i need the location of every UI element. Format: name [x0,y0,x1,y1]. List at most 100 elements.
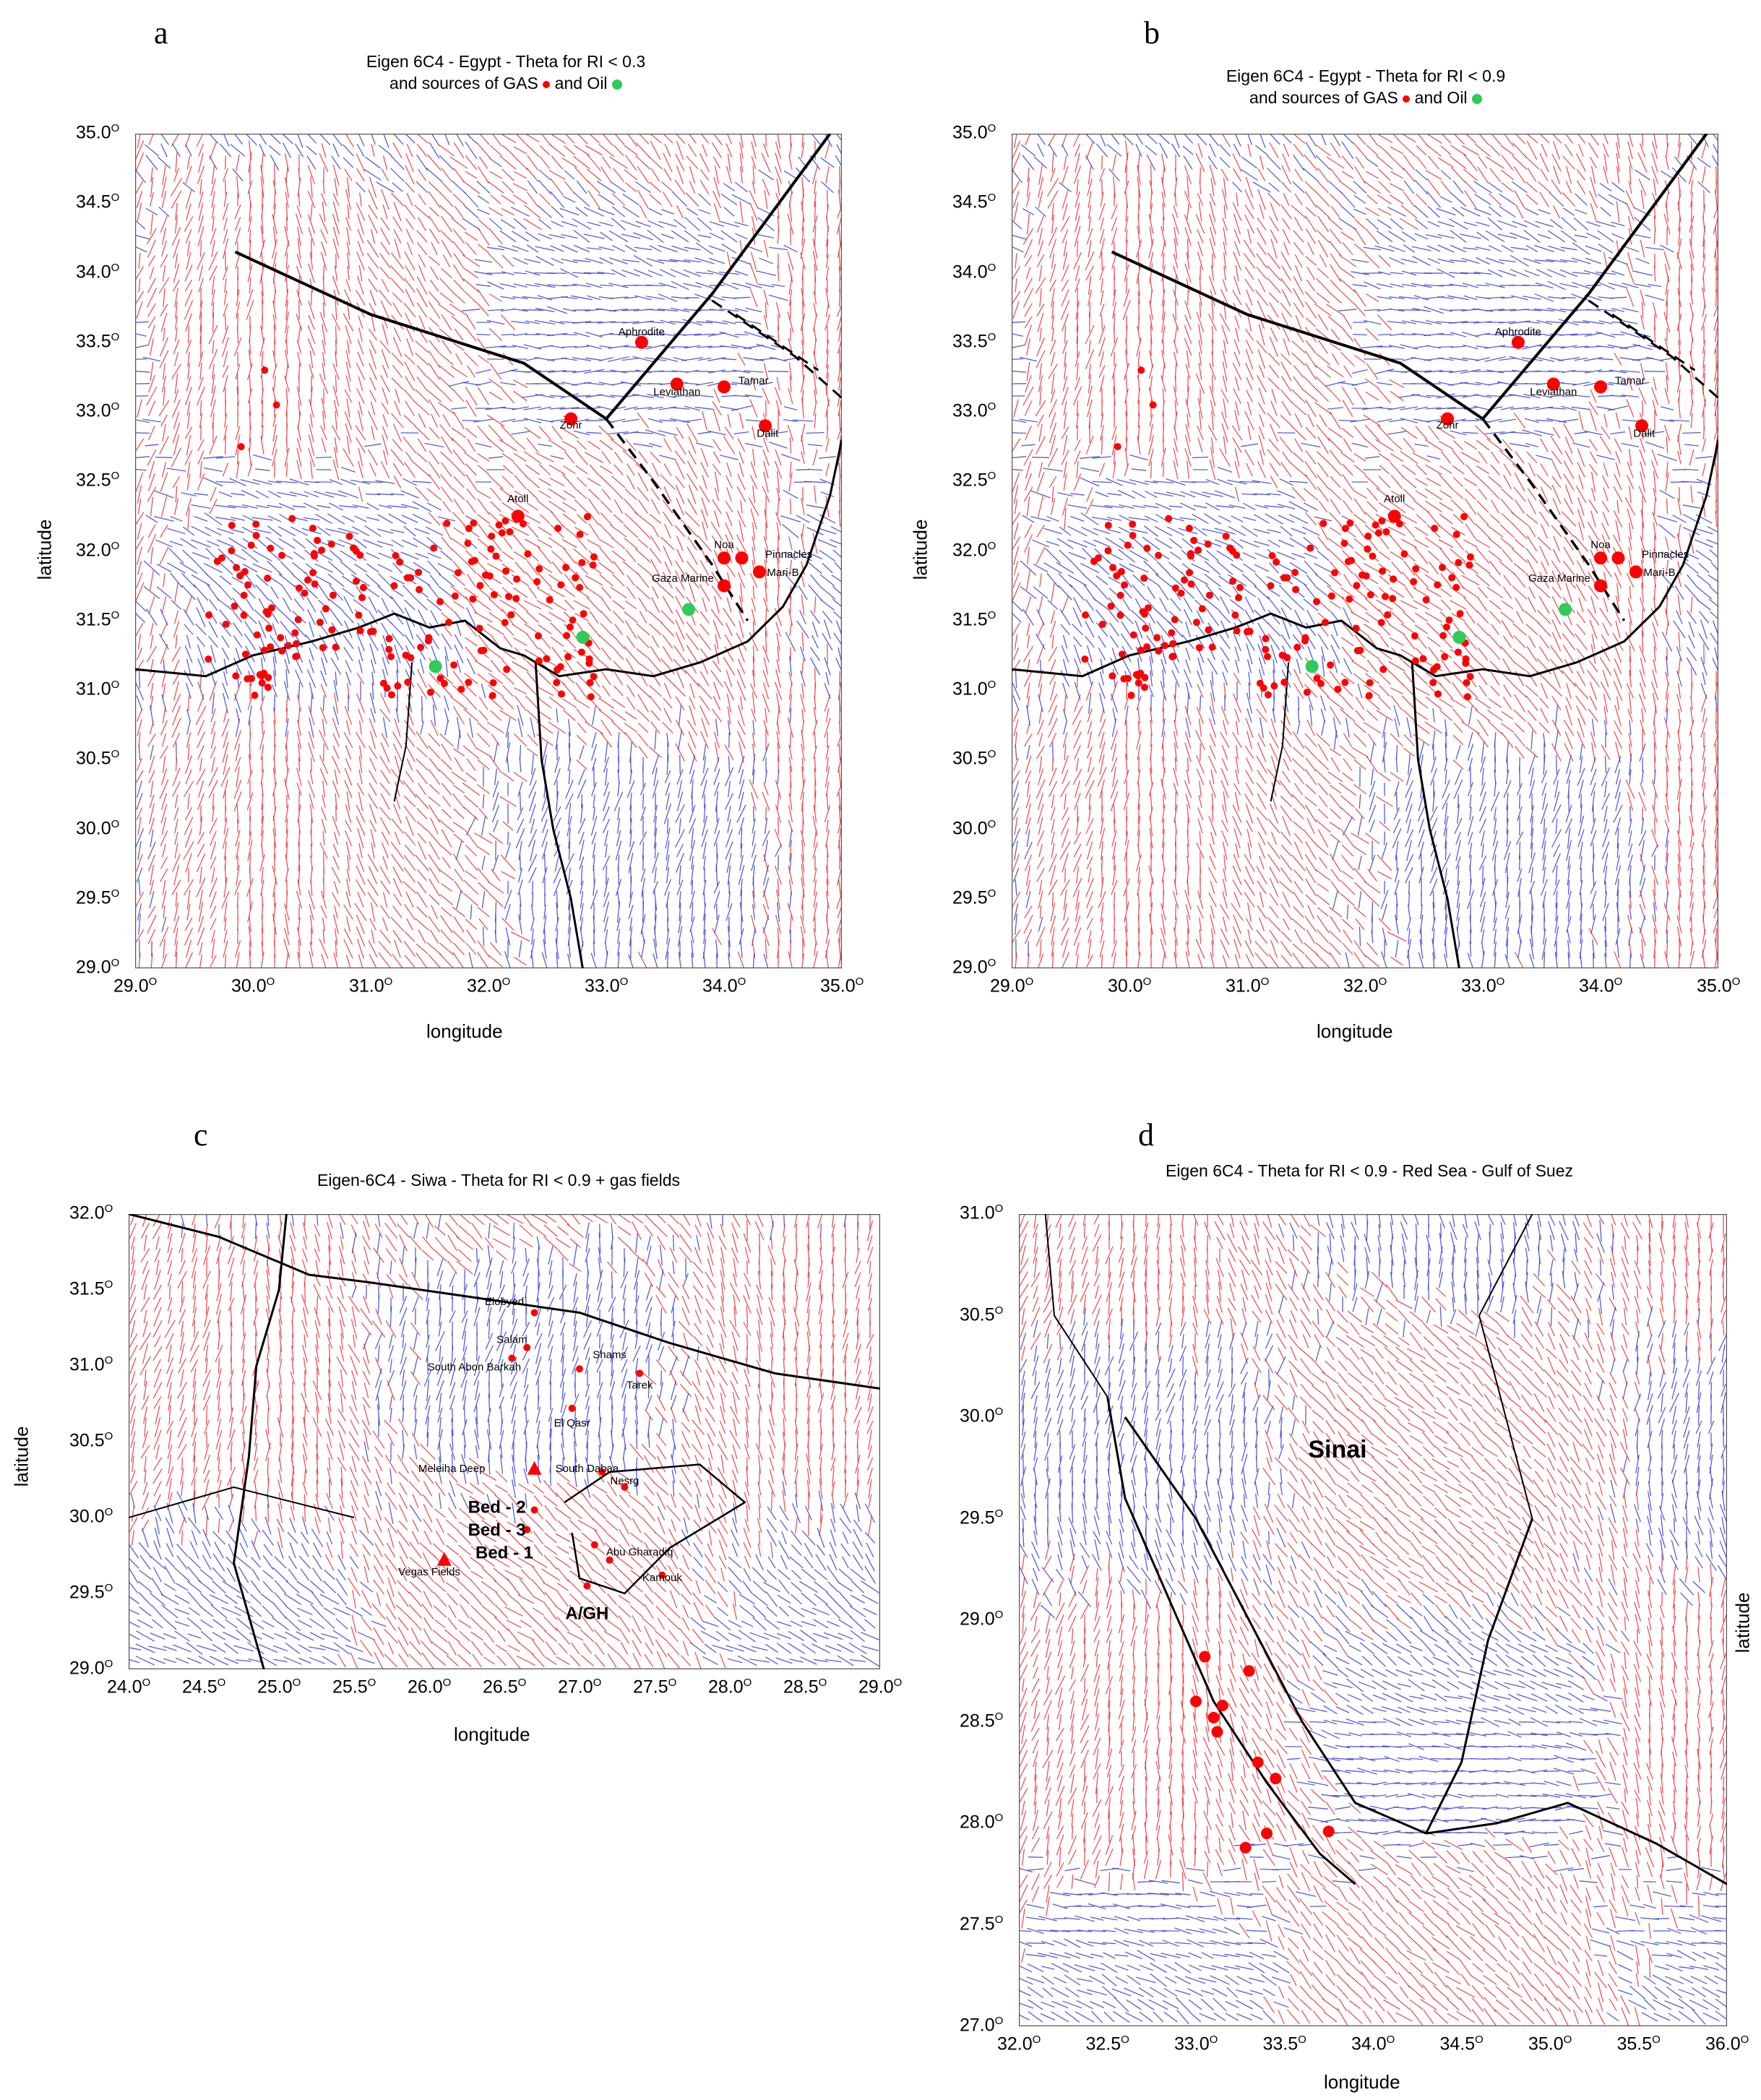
gas-field-dot [1114,443,1121,451]
gas-field-dot [1319,520,1327,528]
gas-field-dot [1411,632,1418,640]
stress-field-lines [1019,1214,1727,2026]
gas-field-dot [465,679,473,687]
gas-field-dot [1177,589,1185,597]
gas-field-dot [1366,679,1374,687]
gas-field-dot [241,650,249,658]
gas-field-dot [1116,591,1124,599]
gas-field-dot [1291,569,1299,577]
gas-field-dot [1180,576,1188,584]
map-label: Noa [714,539,734,551]
oil-field-dot [1559,603,1572,616]
y-tick-label: 29.0O [952,957,996,978]
gas-field-dot [1169,653,1177,660]
gas-field-dot [1313,598,1321,606]
x-tick-label: 31.0O [1226,976,1270,997]
gas-field-dot [213,557,221,565]
gas-field-dot [436,598,444,606]
nile-line [393,662,413,802]
gas-field-dot [1293,643,1301,651]
gas-field-dot [1378,517,1386,525]
gas-field-dot [1081,655,1089,663]
gas-field-dot [1364,532,1372,540]
gas-field-dot [424,637,432,645]
y-tick-label: 29.5O [952,887,996,908]
gas-field-dot [487,545,495,553]
y-tick-label: 32.5O [76,470,120,491]
x-tick-label: 36.0O [1705,2034,1749,2054]
map-frame [135,134,842,968]
gas-field-dot [718,551,731,565]
gas-field-dot [228,547,236,555]
y-tick-label: 31.0O [69,1354,113,1375]
gas-field-dot [310,550,318,558]
y-tick-label: 31.0O [952,679,996,700]
map-label: Sinai [1308,1436,1366,1463]
title-line2: and sources of GAS and Oil [1134,87,1597,108]
y-tick-label: 34.0O [76,261,120,282]
gas-field-dot [490,590,498,598]
oil-field-dot [682,603,696,616]
gas-field-dot [489,679,497,687]
gas-field-dot [1140,610,1148,618]
gas-field-dot [1228,547,1236,555]
gas-field-dot [1345,595,1353,603]
gas-field-triangle [436,1552,452,1566]
oil-field-dot [1452,630,1466,644]
gas-field-dot [718,380,731,394]
map-label: Mari-B [767,567,798,579]
gas-field-dot [237,443,245,451]
gas-field-dot [443,520,451,528]
boundary-dashed [735,313,819,371]
gas-field-dot [1211,1726,1223,1738]
gas-field-dot [1243,628,1251,636]
map-label: Abu Gharadiq [606,1546,673,1559]
gas-field-dot [1144,604,1152,612]
x-tick-label: 31.0O [349,976,393,997]
gas-field-dot [247,541,255,549]
gas-field-dot [1239,1841,1252,1854]
gas-field-dot [314,536,322,544]
gas-field-dot [311,580,319,588]
gas-field-dot [1270,1773,1282,1785]
map-label: Gaza Marine [652,572,714,585]
panel-title: Eigen-6C4 - Siwa - Theta for RI < 0.9 + … [202,1169,795,1191]
y-tick-label: 35.0O [76,122,120,143]
boundary-dashed [1611,313,1696,371]
gas-field-dot [436,674,444,682]
gas-field-dot [1127,692,1135,700]
map-plot: Aphrodite Leviathan Tamar Zohr Dalit Atoll Noa… [1012,134,1718,968]
gas-field-dot [1121,581,1129,589]
y-tick-label: 27.5O [960,1913,1004,1934]
gas-field-dot [1129,520,1137,528]
gas-field-dot [533,578,541,586]
gas-field-dot [535,657,543,665]
gas-field-dot [294,616,302,624]
map-label: Leviathan [1530,386,1577,398]
gas-field-dot [244,675,251,683]
gas-field-dot [407,654,415,662]
gas-field-dot [1330,569,1338,577]
gulf-suez-west [1106,1396,1356,1885]
gas-field-dot [569,616,577,624]
gas-field-dot [404,679,412,687]
gas-field-dot [1466,673,1474,681]
nile-line [1270,662,1290,802]
gas-field-dot [519,520,527,528]
gas-field-dot [252,520,260,528]
map-label: Atoll [1384,493,1405,505]
title-line2: and sources of GAS and Oil [275,72,737,94]
gas-field-dot [1629,565,1642,579]
gas-field-dot [295,584,303,592]
x-tick-label: 25.5O [332,1677,376,1697]
gas-field-dot [511,509,525,523]
map-label: Zohr [560,419,582,431]
x-tick-label: 29.0O [113,976,158,997]
gas-field-dot [457,685,465,693]
gas-field-dot [232,672,240,680]
gas-field-dot [564,653,572,660]
gas-field-dot [1317,679,1325,687]
gas-field-dot [322,605,330,613]
gas-field-dot [577,648,585,656]
gas-field-dot [1283,654,1291,662]
